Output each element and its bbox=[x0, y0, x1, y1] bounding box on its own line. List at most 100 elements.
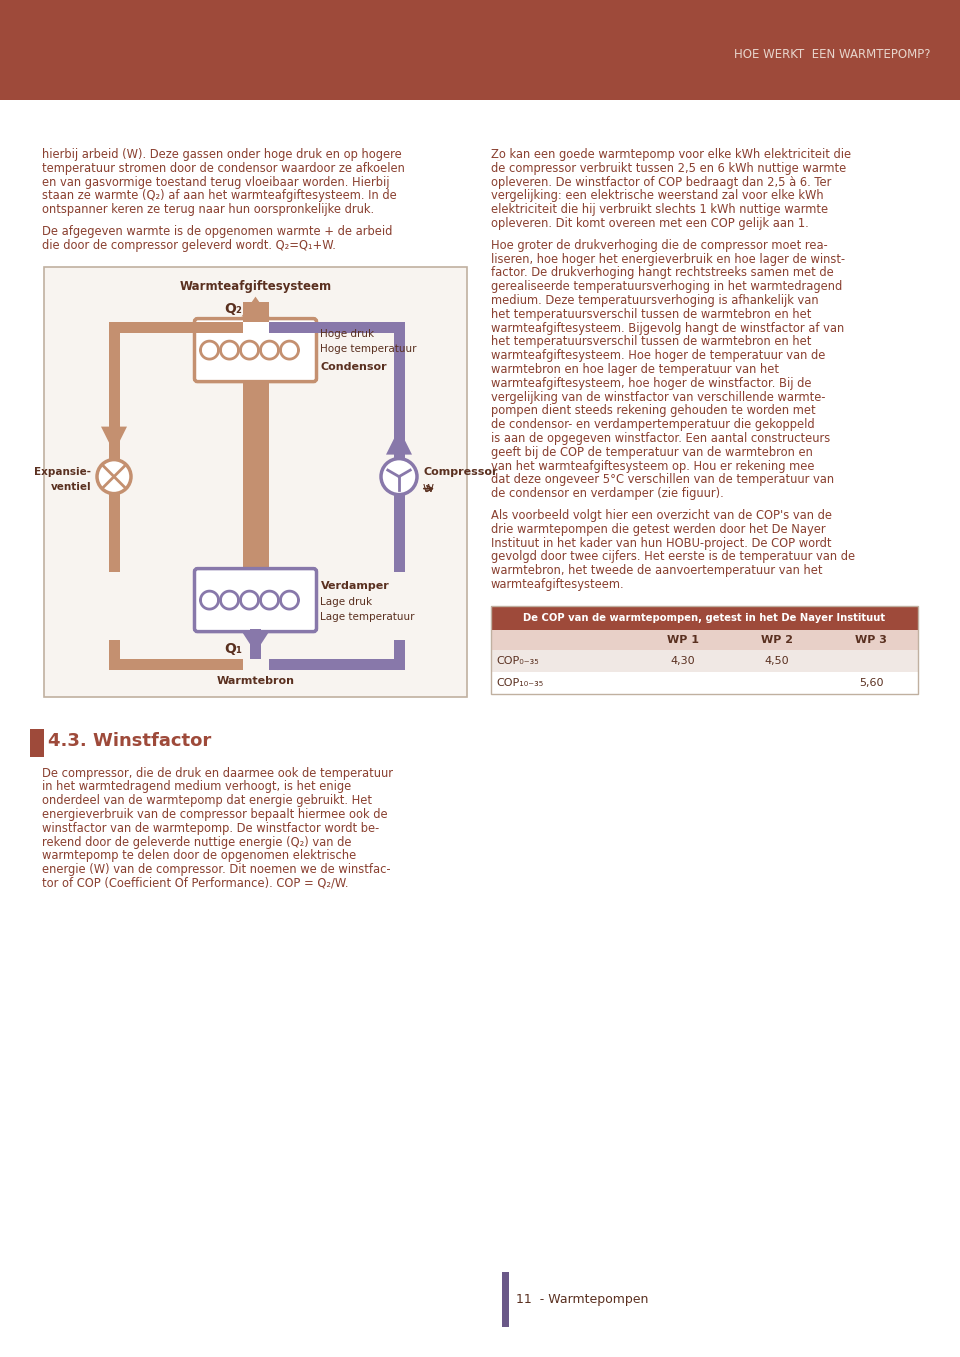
Bar bbox=[491, 672, 918, 693]
Bar bbox=[269, 322, 399, 332]
Text: gevolgd door twee cijfers. Het eerste is de temperatuur van de: gevolgd door twee cijfers. Het eerste is… bbox=[491, 551, 855, 563]
Text: en van gasvormige toestand terug vloeibaar worden. Hierbij: en van gasvormige toestand terug vloeiba… bbox=[42, 175, 390, 189]
Text: Zo kan een goede warmtepomp voor elke kWh elektriciteit die: Zo kan een goede warmtepomp voor elke kW… bbox=[491, 148, 852, 161]
Text: ontspanner keren ze terug naar hun oorspronkelijke druk.: ontspanner keren ze terug naar hun oorsp… bbox=[42, 204, 374, 216]
Text: ventiel: ventiel bbox=[50, 482, 91, 491]
Bar bbox=[30, 729, 44, 757]
Text: liseren, hoe hoger het energieverbruik en hoe lager de winst-: liseren, hoe hoger het energieverbruik e… bbox=[491, 252, 845, 266]
Text: de condensor- en verdampertemperatuur die gekoppeld: de condensor- en verdampertemperatuur di… bbox=[491, 418, 815, 432]
Bar bbox=[269, 658, 399, 669]
Text: HOE WERKT  EEN WARMTEPOMP?: HOE WERKT EEN WARMTEPOMP? bbox=[733, 49, 930, 61]
Text: Instituut in het kader van hun HOBU-project. De COP wordt: Instituut in het kader van hun HOBU-proj… bbox=[491, 536, 831, 550]
Text: medium. Deze temperatuursverhoging is afhankelijk van: medium. Deze temperatuursverhoging is af… bbox=[491, 294, 819, 307]
Text: rekend door de geleverde nuttige energie (Q₂) van de: rekend door de geleverde nuttige energie… bbox=[42, 836, 351, 848]
Text: COP₀₋₃₅: COP₀₋₃₅ bbox=[496, 655, 539, 666]
Bar bbox=[394, 639, 404, 669]
Bar bbox=[491, 650, 918, 672]
Text: onderdeel van de warmtepomp dat energie gebruikt. Het: onderdeel van de warmtepomp dat energie … bbox=[42, 794, 372, 807]
Text: energieverbruik van de compressor bepaalt hiermee ook de: energieverbruik van de compressor bepaal… bbox=[42, 807, 388, 821]
Text: Q₂: Q₂ bbox=[225, 301, 243, 316]
Text: Hoe groter de drukverhoging die de compressor moet rea-: Hoe groter de drukverhoging die de compr… bbox=[491, 239, 828, 252]
Text: Hoge druk: Hoge druk bbox=[321, 328, 374, 339]
Text: W: W bbox=[423, 483, 434, 494]
Text: Lage druk: Lage druk bbox=[321, 597, 372, 607]
Text: 5,60: 5,60 bbox=[859, 677, 883, 688]
Text: hierbij arbeid (W). Deze gassen onder hoge druk en op hogere: hierbij arbeid (W). Deze gassen onder ho… bbox=[42, 148, 401, 161]
Bar bbox=[114, 658, 243, 669]
Text: Warmtebron: Warmtebron bbox=[217, 676, 295, 685]
Text: opleveren. De winstfactor of COP bedraagt dan 2,5 à 6. Ter: opleveren. De winstfactor of COP bedraag… bbox=[491, 175, 831, 189]
Bar bbox=[243, 301, 269, 322]
Text: WP 1: WP 1 bbox=[667, 635, 699, 645]
Text: het temperatuursverschil tussen de warmtebron en het: het temperatuursverschil tussen de warmt… bbox=[491, 308, 811, 320]
Text: factor. De drukverhoging hangt rechtstreeks samen met de: factor. De drukverhoging hangt rechtstre… bbox=[491, 266, 833, 280]
Text: warmteafgiftesysteem. Bijgevolg hangt de winstfactor af van: warmteafgiftesysteem. Bijgevolg hangt de… bbox=[491, 322, 844, 335]
Text: elektriciteit die hij verbruikt slechts 1 kWh nuttige warmte: elektriciteit die hij verbruikt slechts … bbox=[491, 204, 828, 216]
Text: De compressor, die de druk en daarmee ook de temperatuur: De compressor, die de druk en daarmee oo… bbox=[42, 767, 393, 780]
Text: Q₁: Q₁ bbox=[225, 642, 243, 655]
Text: het temperatuursverschil tussen de warmtebron en het: het temperatuursverschil tussen de warmt… bbox=[491, 335, 811, 349]
Text: van het warmteafgiftesysteem op. Hou er rekening mee: van het warmteafgiftesysteem op. Hou er … bbox=[491, 460, 814, 472]
Text: staan ze warmte (Q₂) af aan het warmteafgiftesysteem. In de: staan ze warmte (Q₂) af aan het warmteaf… bbox=[42, 190, 396, 202]
FancyBboxPatch shape bbox=[195, 569, 317, 631]
Polygon shape bbox=[243, 632, 269, 653]
Text: vergelijking: een elektrische weerstand zal voor elke kWh: vergelijking: een elektrische weerstand … bbox=[491, 190, 824, 202]
Text: warmtebron, het tweede de aanvoertemperatuur van het: warmtebron, het tweede de aanvoertempera… bbox=[491, 565, 823, 577]
Text: Expansie-: Expansie- bbox=[34, 467, 91, 476]
Bar bbox=[491, 605, 918, 630]
Polygon shape bbox=[101, 426, 127, 453]
Text: Lage temperatuur: Lage temperatuur bbox=[321, 612, 415, 622]
Text: 4,30: 4,30 bbox=[671, 655, 695, 666]
Text: De afgegeven warmte is de opgenomen warmte + de arbeid: De afgegeven warmte is de opgenomen warm… bbox=[42, 225, 393, 237]
Bar bbox=[114, 322, 243, 332]
Text: winstfactor van de warmtepomp. De winstfactor wordt be-: winstfactor van de warmtepomp. De winstf… bbox=[42, 822, 379, 835]
Polygon shape bbox=[242, 297, 270, 316]
FancyBboxPatch shape bbox=[195, 319, 317, 381]
Bar bbox=[44, 266, 467, 696]
Bar bbox=[108, 322, 119, 571]
Text: dat deze ongeveer 5°C verschillen van de temperatuur van: dat deze ongeveer 5°C verschillen van de… bbox=[491, 474, 834, 486]
Bar bbox=[250, 628, 261, 658]
Text: 4.3. Winstfactor: 4.3. Winstfactor bbox=[48, 731, 211, 749]
Circle shape bbox=[381, 459, 417, 494]
Bar bbox=[394, 322, 404, 571]
Text: 4,50: 4,50 bbox=[765, 655, 789, 666]
Bar bbox=[491, 630, 918, 650]
Text: temperatuur stromen door de condensor waardoor ze afkoelen: temperatuur stromen door de condensor wa… bbox=[42, 161, 405, 175]
Text: warmteafgiftesysteem, hoe hoger de winstfactor. Bij de: warmteafgiftesysteem, hoe hoger de winst… bbox=[491, 377, 811, 389]
Text: Als voorbeeld volgt hier een overzicht van de COP's van de: Als voorbeeld volgt hier een overzicht v… bbox=[491, 509, 832, 522]
Text: geeft bij de COP de temperatuur van de warmtebron en: geeft bij de COP de temperatuur van de w… bbox=[491, 446, 813, 459]
Circle shape bbox=[97, 460, 131, 494]
Text: de compressor verbruikt tussen 2,5 en 6 kWh nuttige warmte: de compressor verbruikt tussen 2,5 en 6 … bbox=[491, 161, 847, 175]
Text: WP 2: WP 2 bbox=[761, 635, 793, 645]
Text: is aan de opgegeven winstfactor. Een aantal constructeurs: is aan de opgegeven winstfactor. Een aan… bbox=[491, 432, 830, 445]
Text: pompen dient steeds rekening gehouden te worden met: pompen dient steeds rekening gehouden te… bbox=[491, 404, 816, 418]
Text: Verdamper: Verdamper bbox=[321, 581, 389, 590]
Text: Warmteafgiftesysteem: Warmteafgiftesysteem bbox=[180, 280, 331, 293]
Text: gerealiseerde temperatuursverhoging in het warmtedragend: gerealiseerde temperatuursverhoging in h… bbox=[491, 280, 842, 293]
Bar bbox=[491, 605, 918, 693]
Bar bbox=[502, 1272, 509, 1327]
Text: warmtepomp te delen door de opgenomen elektrische: warmtepomp te delen door de opgenomen el… bbox=[42, 849, 356, 863]
Text: de condensor en verdamper (zie figuur).: de condensor en verdamper (zie figuur). bbox=[491, 487, 724, 501]
Bar bbox=[0, 0, 960, 100]
Text: WP 3: WP 3 bbox=[855, 635, 887, 645]
Text: warmteafgiftesysteem.: warmteafgiftesysteem. bbox=[491, 578, 625, 592]
Text: drie warmtepompen die getest werden door het De Nayer: drie warmtepompen die getest werden door… bbox=[491, 522, 826, 536]
Polygon shape bbox=[386, 429, 412, 455]
Text: vergelijking van de winstfactor van verschillende warmte-: vergelijking van de winstfactor van vers… bbox=[491, 391, 826, 403]
Text: in het warmtedragend medium verhoogt, is het enige: in het warmtedragend medium verhoogt, is… bbox=[42, 780, 351, 794]
Bar bbox=[108, 639, 119, 669]
Text: energie (W) van de compressor. Dit noemen we de winstfac-: energie (W) van de compressor. Dit noeme… bbox=[42, 863, 391, 877]
Text: tor of COP (Coefficient Of Performance). COP = Q₂/W.: tor of COP (Coefficient Of Performance).… bbox=[42, 877, 348, 890]
Text: warmteafgiftesysteem. Hoe hoger de temperatuur van de: warmteafgiftesysteem. Hoe hoger de tempe… bbox=[491, 349, 826, 362]
Text: De COP van de warmtepompen, getest in het De Nayer Instituut: De COP van de warmtepompen, getest in he… bbox=[523, 613, 885, 623]
Bar bbox=[243, 322, 269, 628]
Text: opleveren. Dit komt overeen met een COP gelijk aan 1.: opleveren. Dit komt overeen met een COP … bbox=[491, 217, 808, 229]
Text: die door de compressor geleverd wordt. Q₂=Q₁+W.: die door de compressor geleverd wordt. Q… bbox=[42, 239, 336, 252]
Text: Hoge temperatuur: Hoge temperatuur bbox=[321, 343, 417, 354]
Text: Condensor: Condensor bbox=[321, 361, 387, 372]
Text: warmtebron en hoe lager de temperatuur van het: warmtebron en hoe lager de temperatuur v… bbox=[491, 364, 779, 376]
Text: Compressor: Compressor bbox=[423, 467, 497, 476]
Text: COP₁₀₋₃₅: COP₁₀₋₃₅ bbox=[496, 677, 543, 688]
